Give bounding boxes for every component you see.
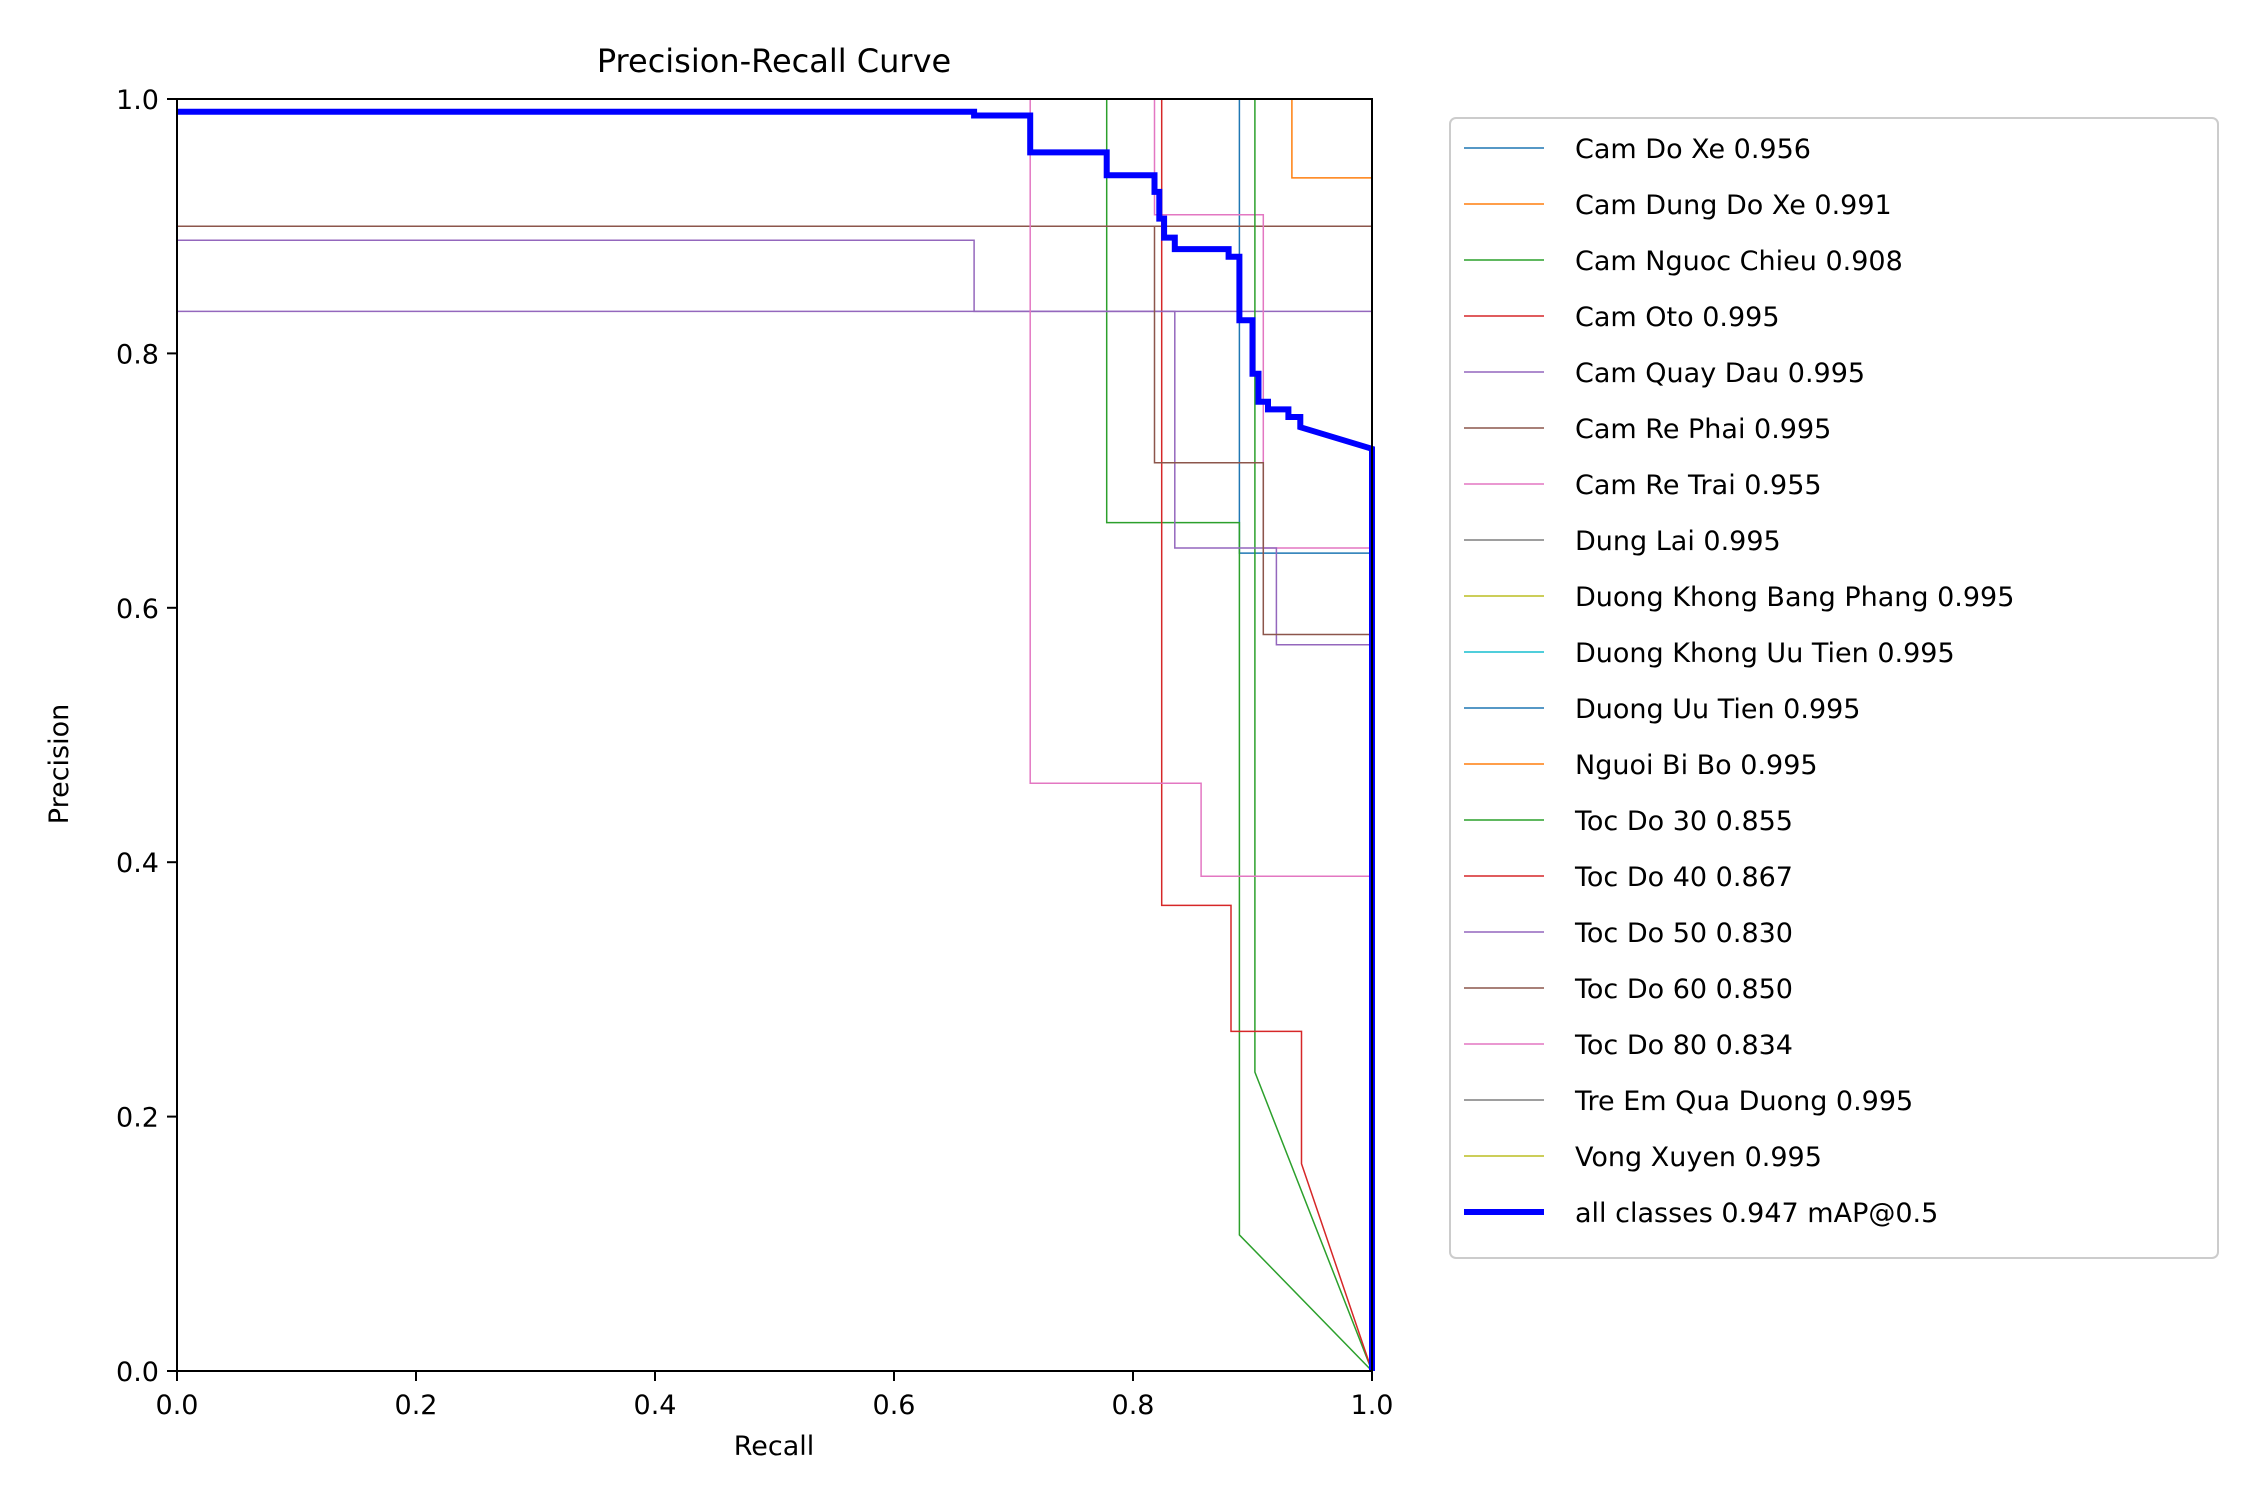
x-tick-label: 1.0	[1351, 1390, 1394, 1421]
chart-title: Precision-Recall Curve	[597, 42, 951, 80]
x-axis-ticks: 0.0 0.2 0.4 0.6 0.8 1.0	[156, 1371, 1394, 1421]
legend-label: Cam Nguoc Chieu 0.908	[1575, 246, 1903, 277]
legend-entry: Toc Do 60 0.850	[1464, 974, 1793, 1005]
x-axis-label: Recall	[734, 1431, 815, 1462]
y-axis-label: Precision	[44, 704, 75, 824]
legend-entry: Toc Do 80 0.834	[1464, 1030, 1793, 1061]
legend-entry: all classes 0.947 mAP@0.5	[1464, 1198, 1938, 1229]
legend-entry: Toc Do 50 0.830	[1464, 918, 1793, 949]
legend-label: Toc Do 40 0.867	[1574, 862, 1793, 893]
legend-entry: Nguoi Bi Bo 0.995	[1464, 750, 1818, 781]
legend-label: all classes 0.947 mAP@0.5	[1575, 1198, 1938, 1229]
legend-label: Cam Quay Dau 0.995	[1575, 358, 1865, 389]
legend-entry: Tre Em Qua Duong 0.995	[1464, 1086, 1913, 1117]
series-line-all-classes-0-947-map-0-5	[177, 108, 1375, 1371]
legend-label: Duong Khong Uu Tien 0.995	[1575, 638, 1955, 669]
x-tick-label: 0.0	[156, 1390, 199, 1421]
legend-label: Cam Do Xe 0.956	[1575, 134, 1811, 165]
x-tick-label: 0.4	[634, 1390, 677, 1421]
legend-entry: Cam Nguoc Chieu 0.908	[1464, 246, 1903, 277]
legend-entry: Duong Khong Bang Phang 0.995	[1464, 582, 2014, 613]
legend-label: Tre Em Qua Duong 0.995	[1574, 1086, 1913, 1117]
legend-entry: Cam Dung Do Xe 0.991	[1464, 190, 1892, 221]
legend-entry: Cam Re Phai 0.995	[1464, 414, 1831, 445]
legend-entry: Vong Xuyen 0.995	[1464, 1142, 1822, 1173]
legend-label: Vong Xuyen 0.995	[1575, 1142, 1822, 1173]
legend-label: Cam Dung Do Xe 0.991	[1575, 190, 1892, 221]
legend-label: Cam Re Trai 0.955	[1575, 470, 1822, 501]
x-tick-label: 0.2	[395, 1390, 438, 1421]
legend-entry: Toc Do 40 0.867	[1464, 862, 1793, 893]
legend-frame	[1449, 117, 2219, 1259]
plot-frame	[176, 98, 1373, 1372]
x-tick-label: 0.6	[873, 1390, 916, 1421]
legend-label: Cam Oto 0.995	[1575, 302, 1780, 333]
legend-label: Nguoi Bi Bo 0.995	[1575, 750, 1818, 781]
legend-entry: Cam Quay Dau 0.995	[1464, 358, 1865, 389]
legend-label: Cam Re Phai 0.995	[1575, 414, 1831, 445]
y-tick-label: 0.6	[116, 594, 159, 625]
legend-label: Toc Do 50 0.830	[1574, 918, 1793, 949]
legend-label: Dung Lai 0.995	[1575, 526, 1781, 557]
y-tick-label: 0.2	[116, 1103, 159, 1134]
legend-entry: Dung Lai 0.995	[1464, 526, 1781, 557]
legend-entry: Cam Re Trai 0.955	[1464, 470, 1822, 501]
legend-entry: Cam Oto 0.995	[1464, 302, 1780, 333]
legend-label: Duong Khong Bang Phang 0.995	[1575, 582, 2014, 613]
y-tick-label: 0.0	[116, 1357, 159, 1388]
legend-entry: Duong Uu Tien 0.995	[1464, 694, 1860, 725]
y-axis-ticks: 0.0 0.2 0.4 0.6 0.8 1.0	[116, 85, 177, 1388]
x-tick-label: 0.8	[1112, 1390, 1155, 1421]
legend-entry: Cam Do Xe 0.956	[1464, 134, 1811, 165]
legend-label: Toc Do 60 0.850	[1574, 974, 1793, 1005]
legend-entry: Duong Khong Uu Tien 0.995	[1464, 638, 1955, 669]
y-tick-label: 0.4	[116, 848, 159, 879]
legend-label: Toc Do 30 0.855	[1574, 806, 1793, 837]
legend-label: Toc Do 80 0.834	[1574, 1030, 1793, 1061]
legend-entry: Toc Do 30 0.855	[1464, 806, 1793, 837]
legend: Cam Do Xe 0.956 Cam Dung Do Xe 0.991 Cam N…	[1449, 117, 2219, 1259]
y-tick-label: 1.0	[116, 85, 159, 116]
y-tick-label: 0.8	[116, 339, 159, 370]
legend-label: Duong Uu Tien 0.995	[1575, 694, 1860, 725]
